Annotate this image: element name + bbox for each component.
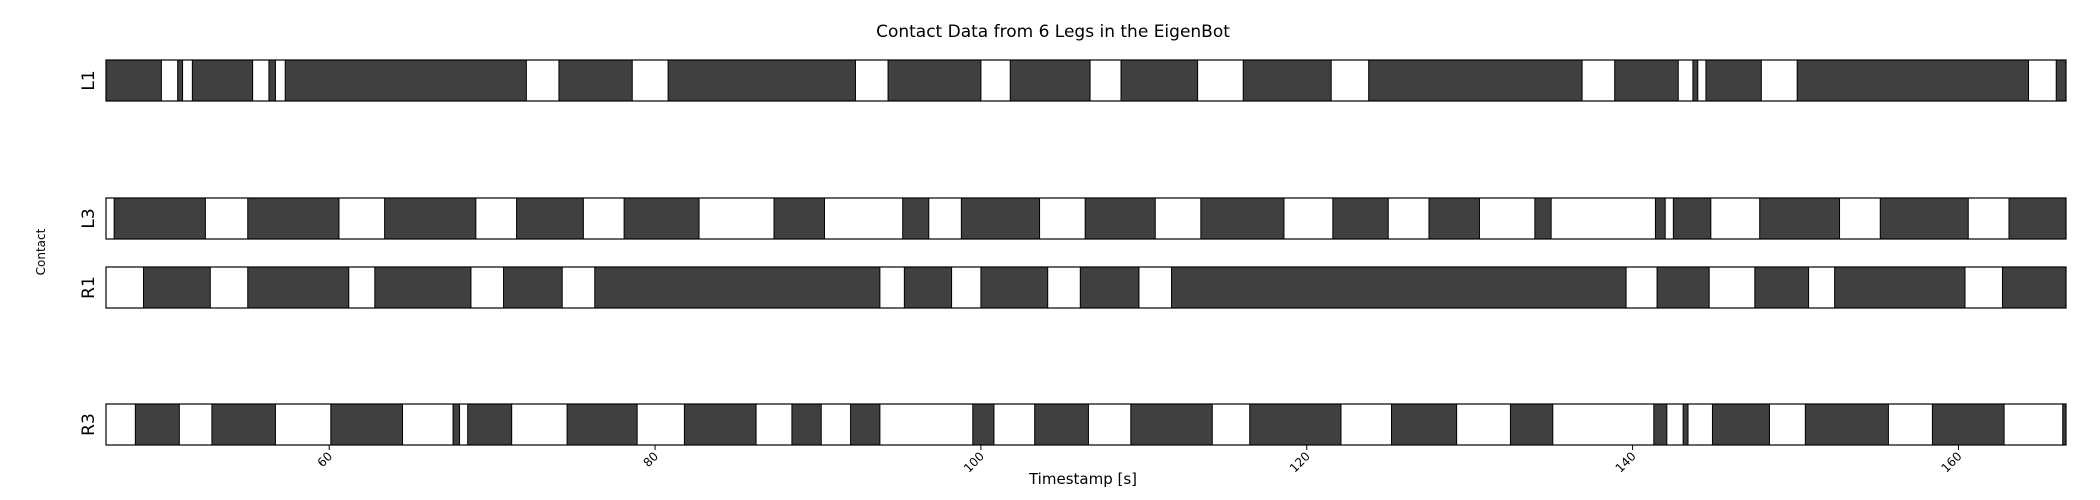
contact-bar [1682, 403, 1689, 446]
row-label: R1 [79, 276, 99, 299]
contact-bar [683, 403, 757, 446]
contact-bar [503, 266, 563, 309]
contact-bar [2001, 266, 2067, 309]
contact-bar [1804, 403, 1889, 446]
row-R3: R3 [79, 403, 2067, 446]
contact-bar [1614, 59, 1679, 102]
contact-bar [1332, 197, 1389, 240]
contact-bar [330, 403, 404, 446]
y-axis-label: Contact [34, 228, 48, 275]
contact-bar [1796, 59, 2030, 102]
row-frame [105, 403, 2067, 446]
contact-bar [558, 59, 633, 102]
row-frame [105, 266, 2067, 309]
contact-bar [887, 59, 982, 102]
contact-bar [1249, 403, 1342, 446]
contact-bar [247, 197, 340, 240]
contact-bar [467, 403, 513, 446]
contact-bar [1242, 59, 1332, 102]
contact-bar [1754, 266, 1810, 309]
x-axis-label: Timestamp [s] [1028, 470, 1137, 488]
contact-bar [1654, 197, 1666, 240]
contact-bar [142, 266, 211, 309]
contact-bar [667, 59, 856, 102]
contact-bar [1931, 403, 2005, 446]
contact-bar [1200, 197, 1285, 240]
contact-bar [1428, 197, 1480, 240]
contact-bar [1368, 59, 1583, 102]
contact-bar [1390, 403, 1458, 446]
contact-bar [284, 59, 527, 102]
contact-bar [1534, 197, 1552, 240]
contact-bar [623, 197, 700, 240]
contact-bar [516, 197, 584, 240]
contact-bar [1120, 59, 1199, 102]
contact-bar [1656, 266, 1710, 309]
contact-bar [1879, 197, 1969, 240]
contact-bar [374, 266, 472, 309]
contact-bar [247, 266, 350, 309]
contact-bar [1711, 403, 1770, 446]
contact-bar [105, 59, 162, 102]
row-frame [105, 197, 2067, 240]
row-L3: L3 [79, 197, 2067, 240]
contact-bar [791, 403, 822, 446]
row-frame [105, 59, 2067, 102]
contact-bar [452, 403, 461, 446]
contact-bar [1705, 59, 1762, 102]
contact-bar [1079, 266, 1140, 309]
contact-bar [134, 403, 180, 446]
contact-bar [960, 197, 1041, 240]
row-R1: R1 [79, 266, 2067, 309]
leg-rows: L1 L3 R1 R3 [79, 59, 2067, 446]
contact-bar [594, 266, 881, 309]
x-tick-label: 80 [640, 449, 661, 470]
x-tick-label: 120 [1287, 449, 1313, 475]
contact-bar [1084, 197, 1156, 240]
chart-title: Contact Data from 6 Legs in the EigenBot [876, 22, 1230, 42]
contact-bar [1834, 266, 1966, 309]
contact-bar [1009, 59, 1091, 102]
x-axis-ticks: 60 80 100 120 140 160 [315, 445, 1965, 475]
contact-bar [191, 59, 254, 102]
contact-bar [1171, 266, 1627, 309]
x-tick-label: 160 [1938, 449, 1964, 475]
contact-bar [177, 59, 184, 102]
contact-bar [773, 197, 826, 240]
contact-bar [1034, 403, 1089, 446]
contact-bar [2055, 59, 2067, 102]
contact-bar [850, 403, 881, 446]
contact-bar [903, 266, 953, 309]
contact-bar [902, 197, 930, 240]
row-label: R3 [79, 413, 99, 436]
contact-bar [113, 197, 206, 240]
contact-bar [1692, 59, 1699, 102]
contact-bar [211, 403, 276, 446]
contact-bar [1672, 197, 1712, 240]
x-tick-label: 60 [315, 449, 336, 470]
contact-bar [384, 197, 477, 240]
contact-bar [1509, 403, 1554, 446]
contact-bar [268, 59, 276, 102]
contact-bar [566, 403, 638, 446]
x-tick-label: 140 [1613, 449, 1639, 475]
contact-bar [2008, 197, 2067, 240]
contact-bar [1759, 197, 1841, 240]
row-label: L3 [79, 208, 99, 228]
row-label: L1 [79, 70, 99, 90]
contact-bar [1653, 403, 1668, 446]
contact-bar [980, 266, 1049, 309]
contact-bar [1130, 403, 1213, 446]
row-L1: L1 [79, 59, 2067, 102]
x-tick-label: 100 [961, 449, 987, 475]
contact-bar [972, 403, 995, 446]
